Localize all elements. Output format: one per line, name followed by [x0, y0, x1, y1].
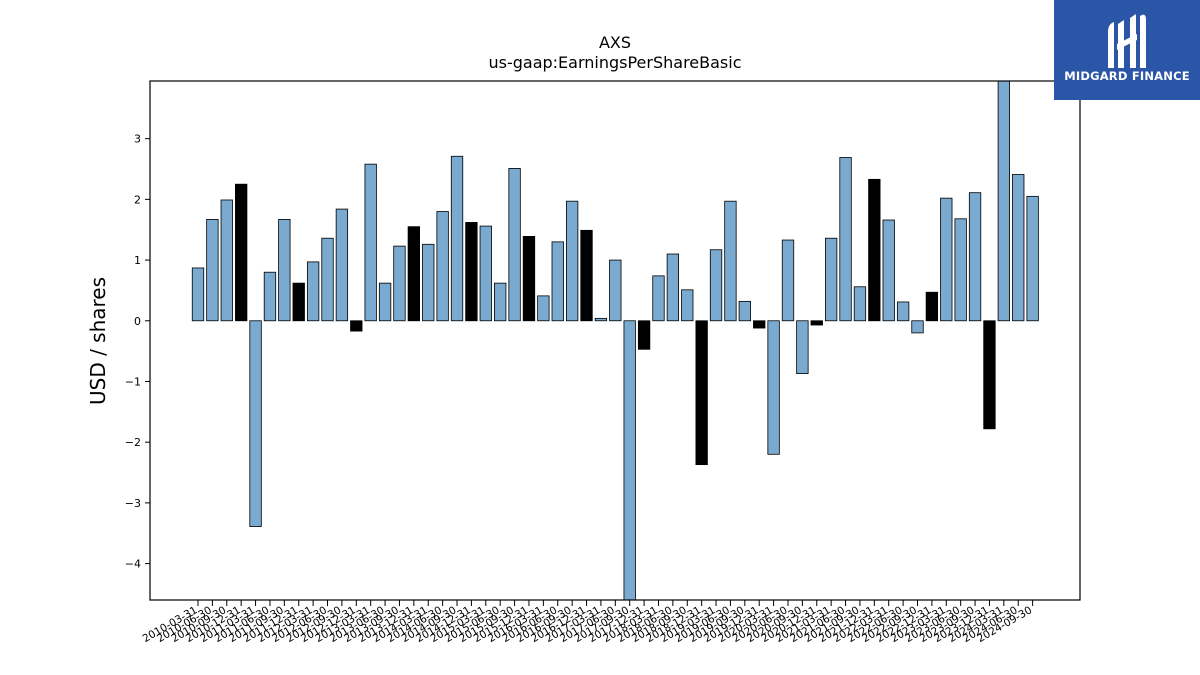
chart-subtitle: us-gaap:EarningsPerShareBasic	[488, 53, 741, 72]
bar-2017-12-31	[637, 320, 651, 350]
bar-2014-06-30	[436, 211, 449, 322]
bar-2014-09-30	[450, 155, 464, 322]
bar-2019-12-31	[753, 320, 766, 329]
bar-2020-06-30	[781, 239, 795, 322]
bar-2021-03-31	[825, 237, 838, 322]
bar-2011-09-30	[278, 218, 291, 322]
y-tick-label: −1	[125, 375, 141, 388]
bar-2015-03-31	[479, 225, 492, 322]
bar-2011-12-31	[292, 282, 305, 322]
bar-2015-12-31	[522, 235, 536, 322]
bar-2016-06-30	[551, 241, 564, 322]
bar-2013-03-31	[364, 163, 377, 322]
bars-layer	[191, 80, 1039, 601]
bar-2021-06-30	[839, 157, 852, 322]
bar-2016-12-31	[580, 229, 593, 322]
bar-2024-03-31	[997, 80, 1010, 322]
x-axis: 2010-03-312010-06-302010-09-302010-12-31…	[141, 600, 1034, 645]
bar-2022-12-31	[925, 291, 939, 322]
y-axis: −4 −3 −2 −1 0 1 2 3	[125, 133, 150, 571]
bar-2013-12-31	[407, 226, 421, 322]
bar-2016-09-30	[565, 200, 579, 322]
y-tick-label: 0	[134, 315, 141, 328]
bar-2023-03-31	[940, 197, 953, 322]
bar-2014-12-31	[465, 222, 478, 322]
y-axis-label: USD / shares	[86, 277, 110, 405]
bar-2016-03-31	[537, 295, 550, 322]
bar-2013-09-30	[393, 245, 406, 322]
bar-2012-09-30	[335, 208, 349, 322]
bar-2018-03-31	[652, 275, 665, 322]
bar-2017-09-30	[623, 320, 636, 601]
bar-2022-03-31	[882, 219, 895, 322]
logo-mark-icon	[1108, 14, 1146, 69]
bar-2022-09-30	[911, 320, 924, 334]
bar-2010-12-31	[235, 183, 248, 322]
bar-2012-03-31	[306, 261, 320, 322]
bar-2015-06-30	[494, 282, 507, 322]
bar-2020-03-31	[767, 320, 780, 455]
bar-2018-06-30	[666, 253, 680, 322]
bar-2020-09-30	[796, 320, 809, 374]
bar-2011-03-31	[249, 320, 262, 527]
bar-2019-06-30	[724, 200, 737, 322]
y-tick-label: 3	[134, 133, 141, 146]
bar-2013-06-30	[378, 282, 392, 322]
bar-2017-06-30	[609, 259, 622, 322]
bar-2015-09-30	[508, 168, 521, 322]
bar-2023-12-31	[983, 320, 996, 430]
y-tick-label: −4	[125, 558, 141, 571]
y-tick-label: −2	[125, 436, 141, 449]
bar-2019-09-30	[738, 300, 751, 322]
y-tick-label: 2	[134, 193, 141, 206]
bar-2018-12-31	[695, 320, 708, 466]
bar-2014-03-31	[422, 243, 435, 322]
bar-2024-06-30	[1012, 174, 1025, 322]
bar-2020-12-31	[810, 320, 823, 326]
bar-2012-12-31	[350, 320, 363, 332]
chart-title: AXS	[599, 33, 631, 52]
bar-2021-09-30	[853, 286, 867, 322]
bar-2010-03-31	[191, 267, 205, 322]
bar-2023-06-30	[954, 218, 967, 322]
bar-2021-12-31	[868, 178, 881, 322]
midgard-finance-logo: MIDGARD FINANCE	[1054, 0, 1200, 100]
bar-2018-09-30	[681, 289, 694, 322]
bar-2012-06-30	[321, 237, 334, 322]
y-tick-label: 1	[134, 254, 141, 267]
bar-2010-09-30	[220, 199, 233, 322]
bar-2010-06-30	[206, 218, 219, 322]
bar-2023-09-30	[968, 192, 982, 322]
plot-frame	[149, 80, 1081, 601]
bar-2024-09-30	[1026, 195, 1039, 322]
logo-text: MIDGARD FINANCE	[1064, 69, 1190, 83]
bar-2011-06-30	[263, 271, 277, 322]
bar-2022-06-30	[896, 301, 910, 322]
bar-2017-03-31	[594, 317, 608, 322]
bar-2019-03-31	[709, 249, 723, 322]
y-tick-label: −3	[125, 497, 141, 510]
